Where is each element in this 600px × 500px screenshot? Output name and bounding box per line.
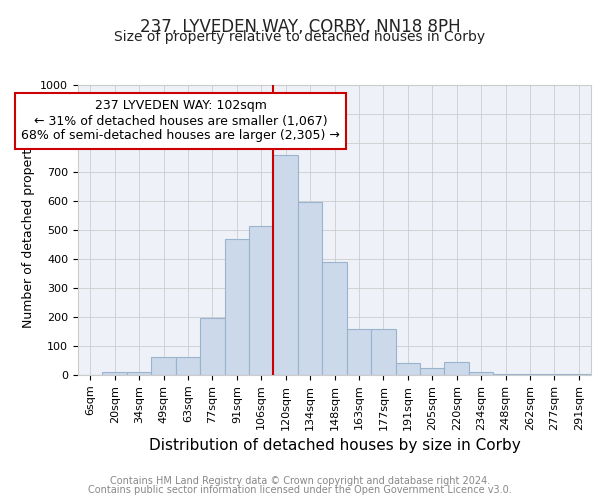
- Bar: [493, 374, 518, 375]
- Bar: [469, 372, 493, 375]
- Bar: [224, 238, 249, 375]
- Bar: [200, 318, 224, 375]
- Bar: [395, 364, 420, 375]
- Bar: [176, 356, 200, 375]
- Bar: [274, 154, 298, 375]
- Bar: [566, 374, 591, 375]
- Text: 237 LYVEDEN WAY: 102sqm
← 31% of detached houses are smaller (1,067)
68% of semi: 237 LYVEDEN WAY: 102sqm ← 31% of detache…: [21, 100, 340, 142]
- Bar: [103, 372, 127, 375]
- Bar: [371, 328, 395, 375]
- Bar: [347, 328, 371, 375]
- Text: Contains HM Land Registry data © Crown copyright and database right 2024.: Contains HM Land Registry data © Crown c…: [110, 476, 490, 486]
- Bar: [542, 374, 566, 375]
- Text: Contains public sector information licensed under the Open Government Licence v3: Contains public sector information licen…: [88, 485, 512, 495]
- Bar: [298, 202, 322, 375]
- Text: 237, LYVEDEN WAY, CORBY, NN18 8PH: 237, LYVEDEN WAY, CORBY, NN18 8PH: [140, 18, 460, 36]
- Bar: [151, 356, 176, 375]
- Bar: [420, 368, 445, 375]
- Bar: [249, 226, 274, 375]
- Text: Size of property relative to detached houses in Corby: Size of property relative to detached ho…: [115, 30, 485, 44]
- Bar: [322, 262, 347, 375]
- Bar: [127, 372, 151, 375]
- Bar: [518, 374, 542, 375]
- Bar: [445, 362, 469, 375]
- Y-axis label: Number of detached properties: Number of detached properties: [22, 132, 35, 328]
- X-axis label: Distribution of detached houses by size in Corby: Distribution of detached houses by size …: [149, 438, 520, 453]
